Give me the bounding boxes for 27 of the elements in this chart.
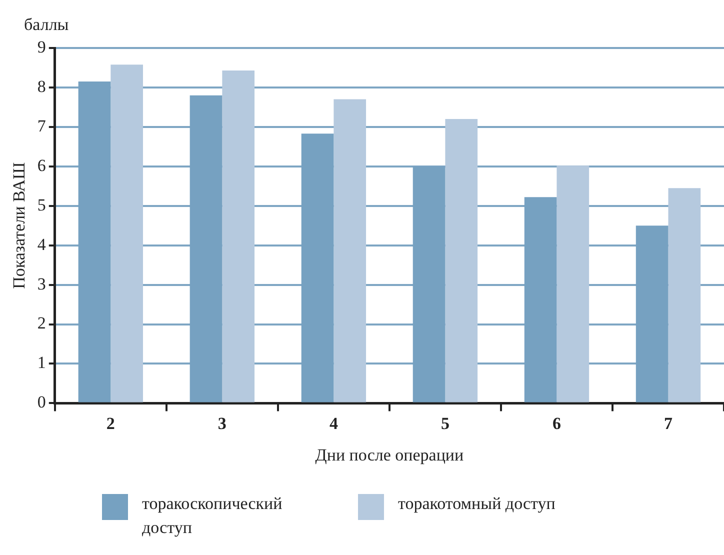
x-axis-title: Дни после операции [315, 445, 464, 464]
x-tick-label: 3 [218, 414, 226, 433]
y-tick-label: 3 [37, 274, 46, 294]
y-tick-label: 4 [37, 234, 46, 254]
x-tick-label: 5 [440, 414, 450, 433]
y-tick-label: 6 [37, 156, 46, 175]
bar [445, 119, 478, 402]
y-tick-label: 5 [37, 195, 46, 214]
bar [110, 64, 143, 402]
legend-label: торакотомный доступ [398, 493, 556, 515]
bar [668, 188, 701, 402]
y-tick-label: 2 [37, 314, 46, 333]
y-tick-label: 7 [37, 116, 46, 136]
bar [334, 99, 366, 402]
x-tick-label: 2 [106, 414, 115, 433]
y-tick-label: 9 [37, 37, 46, 56]
bar [556, 166, 590, 402]
y-tick-label: 0 [37, 392, 46, 412]
bar [222, 70, 255, 402]
x-tick-label: 7 [664, 414, 673, 433]
legend-label: торакоскопический доступ [142, 493, 284, 539]
x-tick-label: 4 [329, 414, 338, 433]
y-axis-title: Показатели ВАШ [10, 162, 29, 289]
y-tick-label: 1 [37, 353, 46, 372]
text: баллы [24, 14, 70, 34]
x-tick-label: 6 [552, 414, 561, 433]
y-tick-label: 8 [37, 76, 46, 96]
